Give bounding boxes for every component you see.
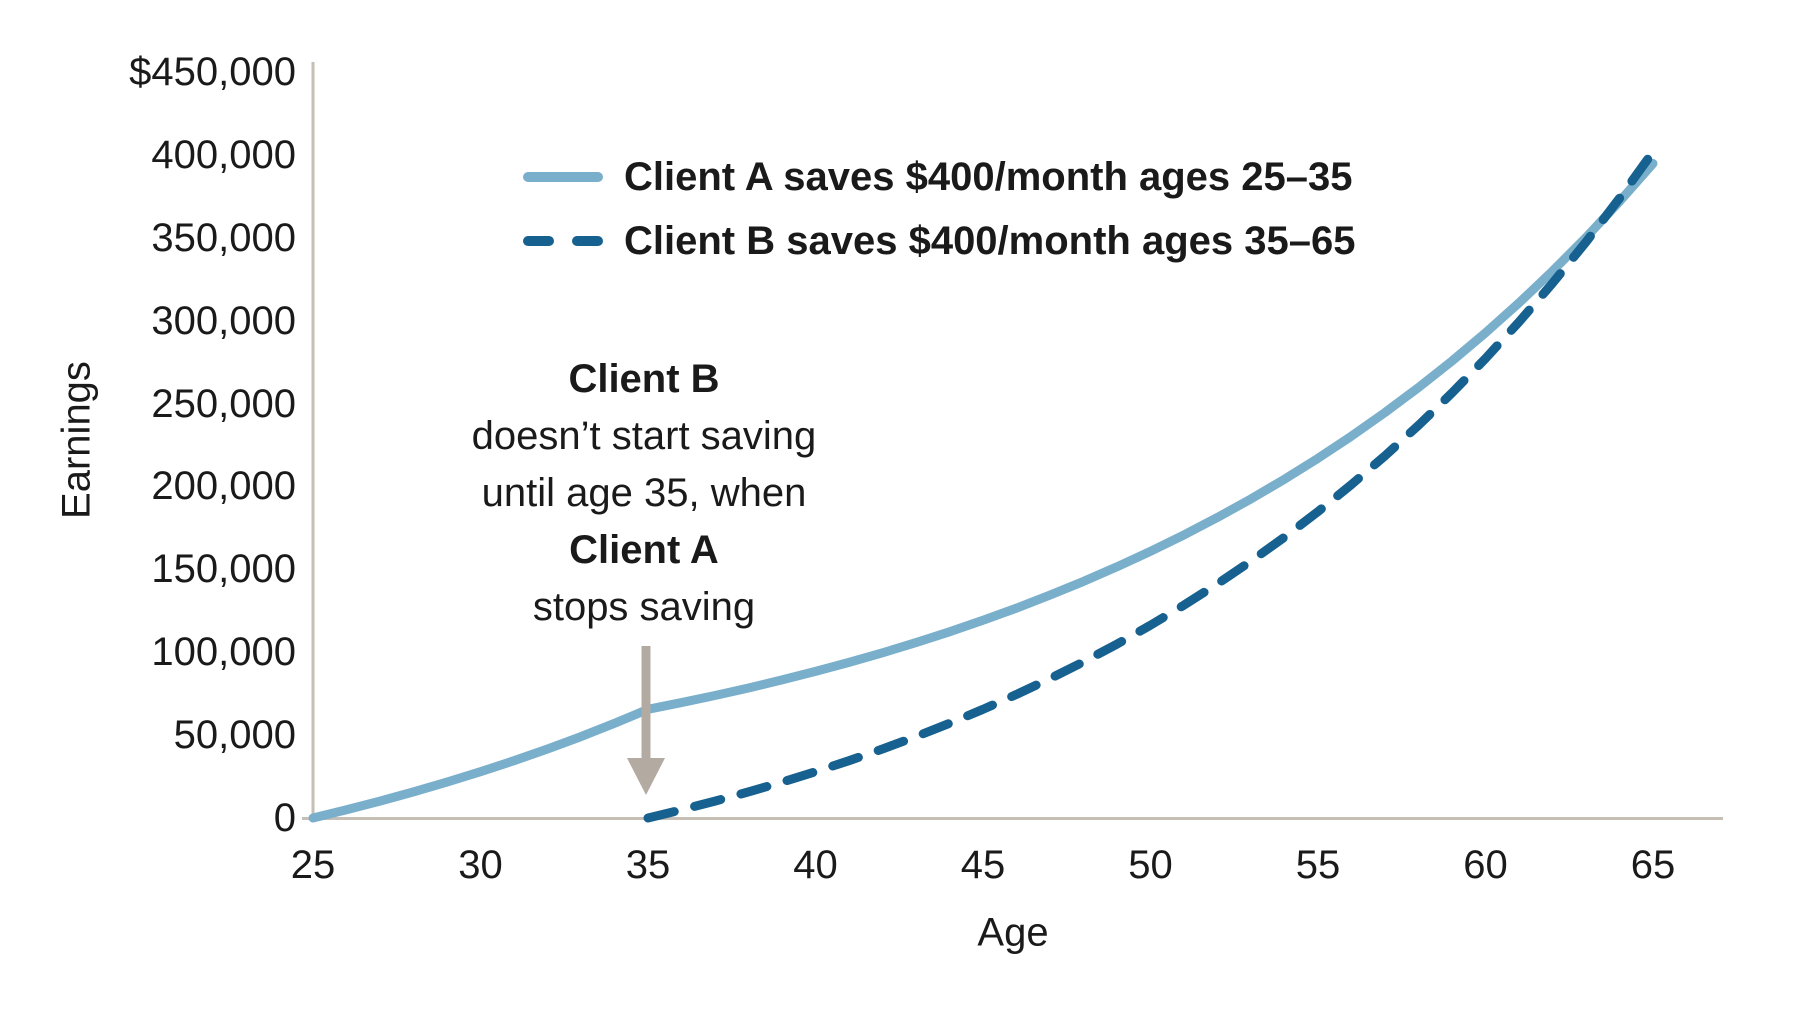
annotation-line-3: until age 35, when (481, 471, 807, 515)
y-tick-label: 400,000 (151, 132, 296, 177)
y-tick-label: 300,000 (151, 298, 296, 343)
y-tick-label: 100,000 (151, 630, 296, 675)
y-tick-label: $450,000 (129, 50, 296, 94)
x-tick-label: 60 (1463, 843, 1508, 887)
y-axis-title: Earnings (54, 361, 99, 519)
x-tick-label: 30 (458, 843, 503, 887)
legend-label-client-a: Client A saves $400/month ages 25–35 (624, 154, 1353, 199)
annotation-arrow (627, 646, 665, 795)
x-axis-title: Age (977, 910, 1049, 955)
axes (302, 62, 1723, 820)
x-tick-label: 50 (1128, 843, 1173, 887)
data-series (308, 147, 1658, 823)
client-b-dashed-swatch (523, 236, 603, 246)
annotation-client-a: Client A (569, 528, 719, 572)
y-tick-label: 150,000 (151, 547, 296, 592)
annotation-text: Client B doesn’t start saving until age … (414, 351, 874, 636)
annotation-client-b: Client B (568, 357, 720, 401)
x-tick-label: 65 (1630, 843, 1676, 887)
x-tick-label: 40 (793, 843, 838, 887)
y-tick-label: 200,000 (151, 464, 296, 509)
legend-item-client-b: Client B saves $400/month ages 35–65 (523, 216, 1355, 266)
y-tick-label: 0 (273, 796, 296, 840)
y-tick-label: 350,000 (151, 215, 296, 260)
x-tick-label: 45 (960, 843, 1006, 887)
series-line-client-a (308, 159, 1658, 823)
x-tick-label: 55 (1295, 843, 1341, 887)
series-line-client-b (643, 147, 1658, 823)
x-tick-label: 25 (290, 843, 336, 887)
client-a-line-swatch (523, 172, 603, 182)
legend: Client A saves $400/month ages 25–35 Cli… (523, 152, 1355, 266)
dash-segment (572, 236, 603, 246)
legend-item-client-a: Client A saves $400/month ages 25–35 (523, 152, 1355, 202)
x-tick-label: 35 (625, 843, 671, 887)
dash-segment (523, 236, 554, 246)
legend-label-client-b: Client B saves $400/month ages 35–65 (624, 218, 1356, 263)
y-tick-label: 50,000 (173, 713, 296, 758)
annotation-line-2: doesn’t start saving (471, 414, 817, 458)
annotation-line-5: stops saving (532, 585, 756, 629)
y-tick-label: 250,000 (151, 381, 296, 426)
